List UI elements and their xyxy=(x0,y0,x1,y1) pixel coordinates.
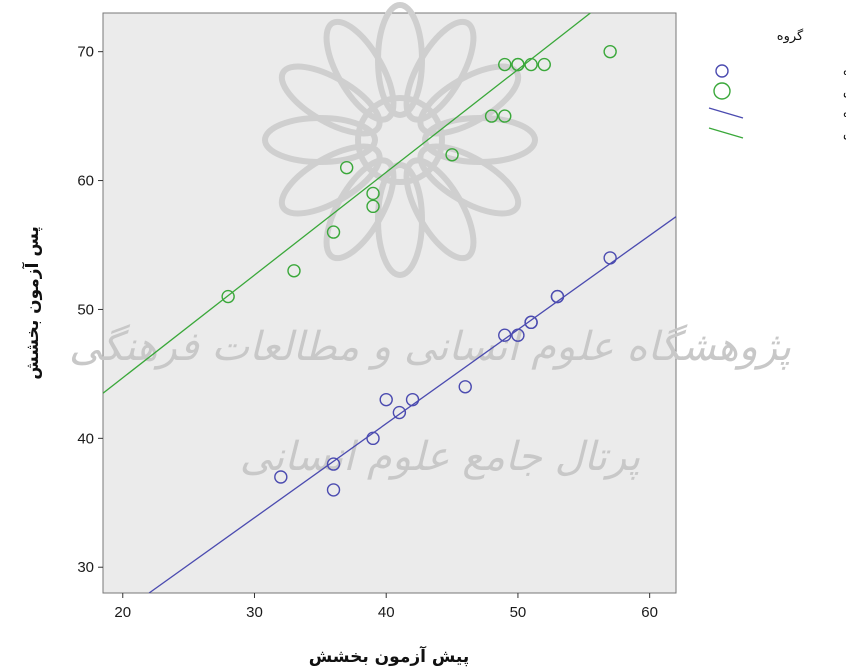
y-tick-label: 70 xyxy=(77,44,94,61)
x-tick-label: 30 xyxy=(246,604,263,621)
legend: گروه گروه گواه گروه آزمایش گروه گواه گروه آ… xyxy=(708,28,846,141)
y-axis-title: پس آزمون بخشش xyxy=(21,226,43,380)
watermark-petal xyxy=(417,63,522,137)
fit-line-experimental xyxy=(103,13,591,394)
data-point-experimental xyxy=(511,57,525,72)
data-point-control xyxy=(326,457,341,471)
watermark-line-1: پژوهشگاه علوم انسانی و مطالعات فرهنگی xyxy=(69,324,791,370)
data-point-experimental xyxy=(326,225,341,239)
watermark-ring xyxy=(355,95,445,185)
data-point-control xyxy=(498,328,512,342)
data-point-experimental xyxy=(366,186,380,201)
watermark-line-2: پرتال جامع علوم انسانی xyxy=(240,434,641,480)
watermark: پژوهشگاه علوم انسانی و مطالعات فرهنگی پرت… xyxy=(69,2,791,480)
legend-line xyxy=(708,127,744,139)
data-point-control xyxy=(524,315,538,330)
data-point-control xyxy=(603,251,617,265)
y-tick-label: 60 xyxy=(77,173,94,190)
data-point-experimental xyxy=(339,160,354,175)
x-axis-title: پیش آزمون بخشش xyxy=(309,645,469,667)
x-tick-label: 20 xyxy=(114,604,131,621)
data-point-control xyxy=(379,392,393,407)
data-point-experimental xyxy=(287,264,301,278)
data-point-experimental xyxy=(524,57,538,72)
y-tick-label: 50 xyxy=(77,301,94,318)
data-point-control xyxy=(405,392,420,407)
data-point-control xyxy=(511,328,525,342)
legend-marker xyxy=(713,82,731,100)
legend-title: گروه xyxy=(777,28,804,44)
data-point-control xyxy=(366,431,380,446)
y-tick-label: 40 xyxy=(77,430,94,447)
data-point-experimental xyxy=(484,109,499,123)
data-point-experimental xyxy=(221,289,235,304)
legend-line xyxy=(708,107,744,119)
legend-label: گروه گواه xyxy=(843,106,846,121)
data-point-experimental xyxy=(498,109,512,123)
data-point-control xyxy=(458,380,472,394)
legend-marker xyxy=(715,64,729,78)
x-tick-label: 60 xyxy=(641,604,658,621)
legend-label: گروه آزمایش xyxy=(843,125,846,141)
data-point-control xyxy=(274,470,288,484)
data-point-experimental xyxy=(445,148,459,162)
data-point-control xyxy=(550,289,565,304)
data-point-experimental xyxy=(603,44,617,59)
x-tick-label: 40 xyxy=(378,604,395,621)
legend-label: گروه آزمایش xyxy=(843,83,846,99)
data-point-control xyxy=(392,405,407,420)
data-point-experimental xyxy=(498,57,512,72)
fit-line-control xyxy=(148,216,676,593)
data-point-experimental xyxy=(537,57,551,72)
legend-label: گروه گواه xyxy=(843,64,846,79)
data-point-control xyxy=(326,483,341,497)
x-tick-label: 50 xyxy=(510,604,527,621)
data-point-experimental xyxy=(366,199,380,214)
y-tick-label: 30 xyxy=(77,559,94,576)
